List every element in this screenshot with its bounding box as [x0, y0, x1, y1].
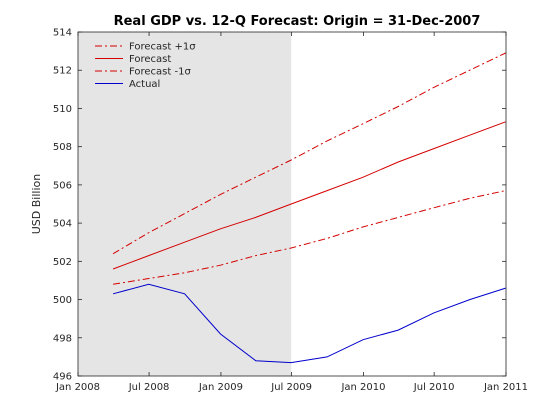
y-tick-label: 512 [53, 66, 72, 77]
series-layer [112, 52, 506, 364]
y-tick-label: 498 [53, 333, 72, 344]
y-tick-label: 496 [53, 372, 72, 383]
legend-label: Forecast -1σ [129, 67, 191, 78]
x-tick-label: Jan 2009 [198, 382, 243, 393]
x-tick-label: Jul 2009 [270, 382, 312, 393]
legend-label: Actual [129, 79, 160, 90]
shaded-region [78, 32, 292, 376]
ticks-layer: Jan 2008 Jul 2008 Jan 2009 Jul 2009 Jan 2010… [53, 28, 528, 394]
chart-title: Real GDP vs. 12-Q Forecast: Origin = 31-… [114, 14, 481, 29]
series-line-3 [113, 190, 506, 285]
legend-label: Forecast [129, 54, 171, 65]
legend-label: Forecast +1σ [129, 42, 196, 53]
y-tick-label: 502 [53, 257, 72, 268]
y-axis-label: USD Billion [30, 174, 43, 235]
series-line-1 [112, 52, 506, 255]
x-tick-label: Jan 2011 [483, 382, 528, 393]
series-line-2 [112, 121, 506, 270]
y-tick-label: 506 [53, 180, 72, 191]
y-tick-label: 500 [53, 295, 72, 306]
x-tick-label: Jan 2010 [340, 382, 385, 393]
x-tick-label: Jul 2010 [413, 382, 455, 393]
plot-area: Jan 2008 Jul 2008 Jan 2009 Jul 2009 Jan 2010… [53, 28, 528, 394]
y-tick-label: 508 [53, 142, 72, 153]
y-tick-label: 504 [53, 219, 72, 230]
x-tick-label: Jan 2008 [55, 382, 100, 393]
series-line-4 [112, 283, 506, 364]
y-tick-label: 514 [53, 28, 72, 39]
y-tick-label: 510 [53, 104, 72, 115]
x-tick-label: Jul 2008 [128, 382, 170, 393]
